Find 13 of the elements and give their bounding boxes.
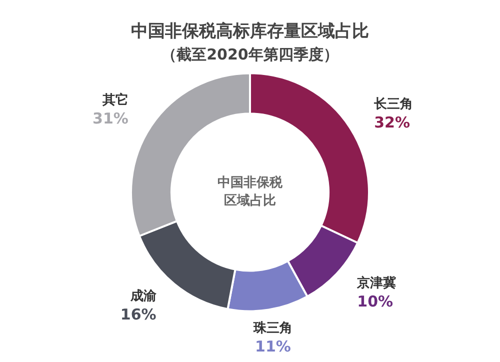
slice-label: 珠三角 bbox=[252, 320, 292, 336]
data-label: 32% bbox=[374, 113, 410, 132]
data-label: 16% bbox=[120, 305, 156, 324]
slice-label: 长三角 bbox=[373, 96, 414, 112]
slice-label: 其它 bbox=[101, 92, 128, 108]
text: 中国非保税区域占比 bbox=[218, 174, 284, 209]
chart-subtitle: （截至2020年第四季度） bbox=[162, 45, 338, 64]
chart-title: 中国非保税高标库存量区域占比 bbox=[131, 22, 369, 42]
data-label: 10% bbox=[357, 292, 394, 311]
data-label: 11% bbox=[255, 337, 291, 356]
data-label: 31% bbox=[92, 109, 128, 128]
slice-label: 京津冀 bbox=[356, 275, 396, 292]
slice-label: 成渝 bbox=[129, 288, 158, 304]
